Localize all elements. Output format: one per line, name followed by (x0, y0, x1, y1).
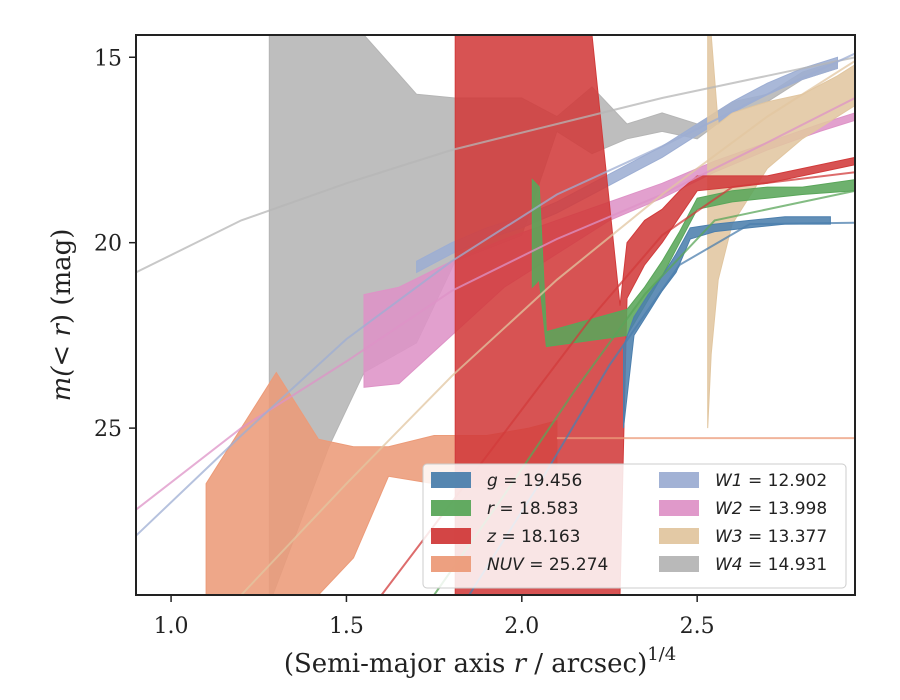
plot-frame (135, 34, 856, 596)
legend-swatch (431, 528, 471, 544)
x-tick-label: 2.5 (680, 614, 715, 639)
x-axis-label: (Semi-major axis r / arcsec)1/4 (284, 644, 676, 679)
legend: g = 19.456 r = 18.583 z = 18.163 NUV = 25.2… (422, 463, 847, 589)
legend-swatch (659, 528, 699, 544)
legend-entry-label: r = 18.583 (487, 499, 579, 519)
legend-entry-label: W1 = 12.902 (715, 471, 827, 491)
legend-entry-label: W2 = 13.998 (715, 499, 827, 519)
legend-swatch (659, 500, 699, 516)
x-tick-label: 1.5 (329, 614, 364, 639)
legend-swatch (431, 556, 471, 572)
y-tick-label: 15 (94, 46, 122, 71)
y-tick-label: 20 (94, 232, 122, 257)
series-layer (136, 35, 855, 595)
legend-entry-label: W4 = 14.931 (715, 555, 827, 575)
legend-swatch (659, 472, 699, 488)
legend-entry-label: NUV = 25.274 (487, 555, 608, 575)
legend-entry-label: W3 = 13.377 (715, 527, 827, 547)
legend-swatch (431, 472, 471, 488)
series-model-W1 (136, 52, 855, 537)
legend-swatch (431, 500, 471, 516)
y-axis-label: m(< r) (mag) (47, 229, 77, 402)
series-model-W3 (240, 60, 855, 595)
legend-box (422, 463, 847, 589)
y-tick-label: 25 (94, 417, 122, 442)
legend-entry-label: g = 19.456 (487, 471, 582, 491)
ticks-layer: 1.0 1.5 2.0 2.5 15 20 25 (94, 46, 715, 639)
legend-entry-label: z = 18.163 (486, 527, 580, 547)
x-tick-label: 1.0 (154, 614, 189, 639)
x-tick-label: 2.0 (504, 614, 539, 639)
legend-swatch (659, 556, 699, 572)
series-model-W2 (136, 97, 855, 511)
series-model-W4 (136, 56, 855, 274)
